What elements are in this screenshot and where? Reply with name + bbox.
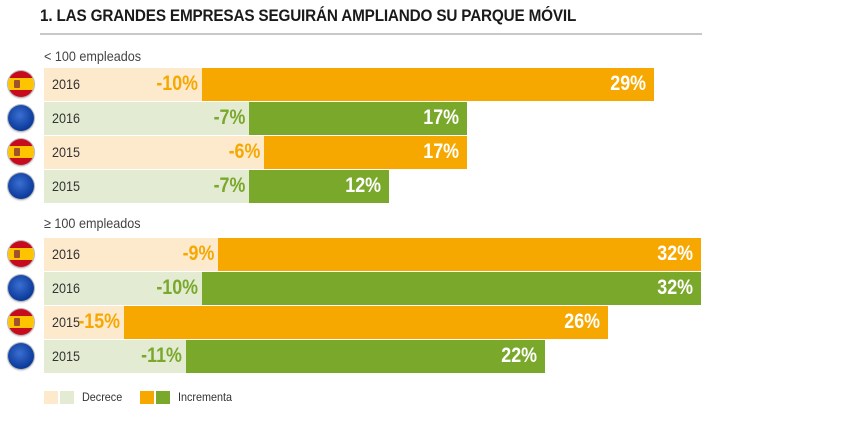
value-label-incrementa: 17%	[423, 106, 459, 129]
bar-decrece	[44, 340, 186, 373]
value-label-incrementa: 32%	[657, 242, 693, 265]
bar-incrementa	[218, 238, 701, 271]
value-label-incrementa: 29%	[610, 72, 646, 95]
row-year-label: 2016	[52, 76, 81, 92]
value-label-decrece: -10%	[156, 276, 198, 299]
value-label-incrementa: 26%	[564, 310, 600, 333]
row-year-label: 2015	[52, 144, 81, 160]
bar-incrementa	[186, 340, 545, 373]
value-label-decrece: -9%	[182, 242, 214, 265]
spain-crest-icon	[14, 148, 20, 156]
value-label-decrece: -6%	[228, 140, 260, 163]
legend-swatch-incrementa-es	[140, 391, 154, 404]
legend: Decrece Incrementa	[44, 390, 444, 406]
bar-decrece	[44, 102, 249, 135]
group-label: ≥ 100 empleados	[44, 215, 141, 231]
row-year-label: 2016	[52, 280, 81, 296]
bar-incrementa	[264, 136, 467, 169]
chart-row: 2016 -7% 17%	[0, 102, 860, 135]
row-year-label: 2015	[52, 178, 81, 194]
legend-label-decrece: Decrece	[82, 390, 123, 404]
bar-incrementa	[124, 306, 608, 339]
chart-row: 2016 -10% 32%	[0, 272, 860, 305]
value-label-decrece: -10%	[156, 72, 198, 95]
chart-title: 1. LAS GRANDES EMPRESAS SEGUIRÁN AMPLIAN…	[40, 6, 577, 25]
eu-flag-icon	[8, 105, 34, 131]
bar-decrece	[44, 68, 202, 101]
row-year-label: 2016	[52, 110, 81, 126]
row-year-label: 2015	[52, 348, 81, 364]
row-year-label: 2016	[52, 246, 81, 262]
bar-incrementa	[202, 68, 654, 101]
bar-decrece	[44, 272, 202, 305]
value-label-decrece: -15%	[78, 310, 120, 333]
chart-row: 2015 -6% 17%	[0, 136, 860, 169]
chart-row: 2015 -15% 26%	[0, 306, 860, 339]
chart-row: 2016 -9% 32%	[0, 238, 860, 271]
legend-swatch-decrece-es	[44, 391, 58, 404]
spain-crest-icon	[14, 80, 20, 88]
eu-flag-icon	[8, 173, 34, 199]
value-label-decrece: -11%	[141, 344, 182, 367]
bar-decrece	[44, 238, 218, 271]
bar-decrece	[44, 170, 249, 203]
legend-swatch-incrementa-eu	[156, 391, 170, 404]
spain-flag-icon	[8, 71, 34, 97]
group-label: < 100 empleados	[44, 48, 142, 64]
eu-flag-icon	[8, 275, 34, 301]
chart-row: 2015 -7% 12%	[0, 170, 860, 203]
legend-label-incrementa: Incrementa	[178, 390, 233, 404]
value-label-incrementa: 22%	[501, 344, 537, 367]
spain-crest-icon	[14, 250, 20, 258]
legend-swatch-decrece-eu	[60, 391, 74, 404]
value-label-decrece: -7%	[213, 174, 245, 197]
value-label-incrementa: 12%	[345, 174, 381, 197]
eu-flag-icon	[8, 343, 34, 369]
bar-incrementa	[249, 102, 467, 135]
chart-row: 2015 -11% 22%	[0, 340, 860, 373]
title-divider	[40, 33, 702, 35]
bar-decrece	[44, 306, 124, 339]
bar-incrementa	[202, 272, 701, 305]
spain-flag-icon	[8, 241, 34, 267]
spain-flag-icon	[8, 139, 34, 165]
spain-crest-icon	[14, 318, 20, 326]
bar-incrementa	[249, 170, 389, 203]
chart-row: 2016 -10% 29%	[0, 68, 860, 101]
value-label-incrementa: 17%	[423, 140, 459, 163]
spain-flag-icon	[8, 309, 34, 335]
row-year-label: 2015	[52, 314, 81, 330]
value-label-decrece: -7%	[213, 106, 245, 129]
value-label-incrementa: 32%	[657, 276, 693, 299]
bar-decrece	[44, 136, 264, 169]
